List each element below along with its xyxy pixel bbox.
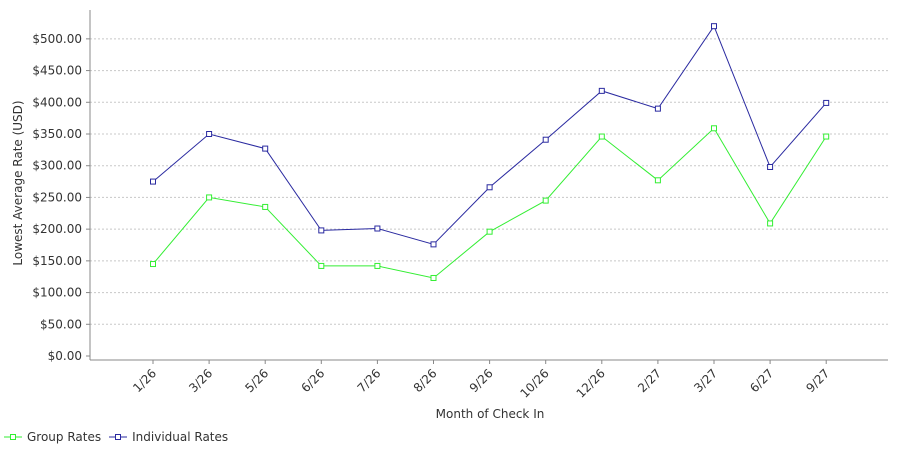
legend-label: Group Rates [27, 430, 102, 444]
gridlines [90, 38, 888, 325]
data-point [654, 177, 661, 184]
x-tick-label: 5/26 [242, 366, 271, 395]
y-tick-label: $450.00 [32, 64, 82, 78]
data-point [823, 99, 830, 106]
data-point [767, 220, 774, 227]
series-line [152, 127, 827, 279]
y-tick-labels: $0.00 $50.00 $100.00 $150.00 $200.00 $250.00 $… [32, 32, 82, 363]
y-tick-label: $400.00 [32, 95, 82, 109]
y-tick-label: $200.00 [32, 222, 82, 236]
data-point [262, 145, 269, 152]
x-tick-label: 9/27 [803, 366, 832, 395]
data-point [823, 133, 830, 140]
data-point [430, 241, 437, 248]
legend-item: Individual Rates [109, 430, 228, 444]
legend-label: Individual Rates [132, 430, 229, 444]
data-point [542, 197, 549, 204]
series-0 [150, 125, 830, 281]
data-point [486, 184, 493, 191]
data-point [318, 227, 325, 234]
data-point [654, 105, 661, 112]
data-point [430, 274, 437, 281]
y-tick-label: $300.00 [32, 159, 82, 173]
x-tick-labels: 1/26 3/26 5/26 6/26 7/26 8/26 9/26 10/26 12/26 2/… [130, 366, 832, 400]
data-point [262, 203, 269, 210]
x-tick-label: 6/26 [298, 366, 327, 395]
y-tick-label: $500.00 [32, 32, 82, 46]
y-axis-label: Lowest Average Rate (USD) [11, 100, 25, 265]
y-tick-label: $50.00 [40, 317, 82, 331]
data-point [711, 125, 717, 132]
data-point [206, 131, 213, 138]
x-tick-label: 12/26 [574, 366, 608, 400]
legend-item: Group Rates [4, 430, 101, 444]
y-tick-label: $250.00 [32, 190, 82, 204]
x-tick-label: 8/26 [411, 366, 440, 395]
data-point [318, 262, 325, 269]
x-axis-label: Month of Check In [436, 407, 545, 421]
data-point [598, 133, 605, 140]
y-tick-label: $150.00 [32, 254, 82, 268]
legend: Group Rates Individual Rates [4, 430, 236, 444]
x-tick-label: 1/26 [130, 366, 159, 395]
data-point [374, 262, 381, 269]
data-point [542, 136, 549, 143]
legend-swatch [4, 434, 22, 440]
x-tick-label: 6/27 [747, 366, 776, 395]
y-tick-label: $0.00 [48, 349, 82, 363]
y-tick-label: $350.00 [32, 127, 82, 141]
y-tick-label: $100.00 [32, 286, 82, 300]
data-point [598, 87, 605, 94]
data-point [150, 261, 156, 268]
axes [86, 10, 888, 364]
x-tick-label: 3/26 [186, 366, 215, 395]
data-point [206, 194, 213, 201]
x-tick-label: 9/26 [467, 366, 496, 395]
series-layer [150, 23, 830, 281]
series-line [152, 25, 827, 245]
x-tick-label: 2/27 [635, 366, 664, 395]
x-tick-label: 7/26 [355, 366, 384, 395]
x-tick-label: 3/27 [691, 366, 720, 395]
data-point [374, 225, 381, 232]
x-tick-label: 10/26 [517, 366, 551, 400]
data-point [486, 228, 493, 235]
series-1 [150, 23, 830, 248]
data-point [767, 163, 774, 170]
data-point [711, 23, 717, 30]
legend-swatch [109, 434, 128, 440]
data-point [150, 178, 156, 185]
